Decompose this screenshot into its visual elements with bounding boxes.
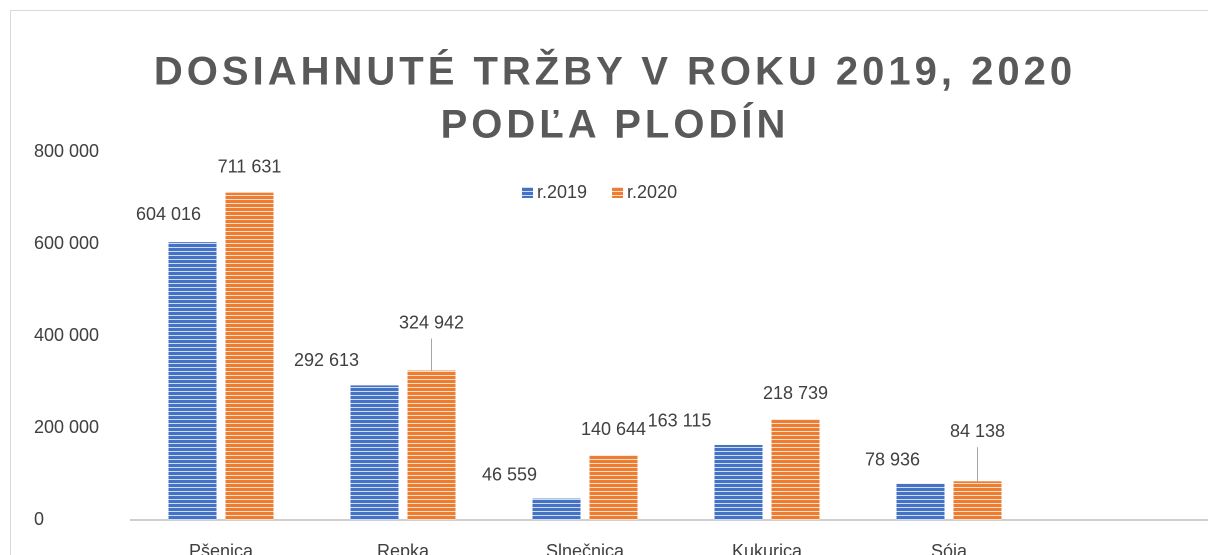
bar [714,444,763,520]
x-tick-label: Slnečnica [546,541,625,555]
y-tick-label: 0 [34,509,44,529]
legend-swatch [522,187,533,198]
y-tick-label: 400 000 [34,325,99,345]
bar [168,242,217,520]
data-label: 46 559 [482,464,537,484]
bar [589,455,638,520]
bar [407,370,456,520]
data-label: 711 631 [218,156,282,176]
chart-title: PODĽA PLODÍN [441,102,790,147]
data-label: 292 613 [294,350,359,370]
x-tick-label: Repka [377,541,430,555]
legend-swatch [612,187,624,198]
x-tick-label: Kukurica [732,541,803,555]
chart-title: DOSIAHNUTÉ TRŽBY V ROKU 2019, 2020 [154,48,1076,94]
bar [953,481,1002,520]
bar [771,419,820,520]
data-label: 324 942 [399,312,464,332]
legend-label: r.2019 [537,182,587,202]
legend-label: r.2020 [627,182,677,202]
data-label: 140 644 [581,419,646,439]
y-tick-label: 800 000 [34,141,99,161]
y-tick-label: 600 000 [34,233,99,253]
data-label: 604 016 [136,204,201,224]
data-label: 78 936 [865,449,920,469]
x-tick-label: Pšenica [189,541,254,555]
bar [896,483,945,520]
x-tick-label: Sója [931,541,968,555]
data-label: 84 138 [950,421,1005,441]
y-tick-label: 200 000 [34,417,99,437]
bar [532,498,581,520]
data-label: 163 115 [648,411,712,431]
data-label: 218 739 [763,383,828,403]
bar [350,385,399,520]
bar [225,192,274,521]
